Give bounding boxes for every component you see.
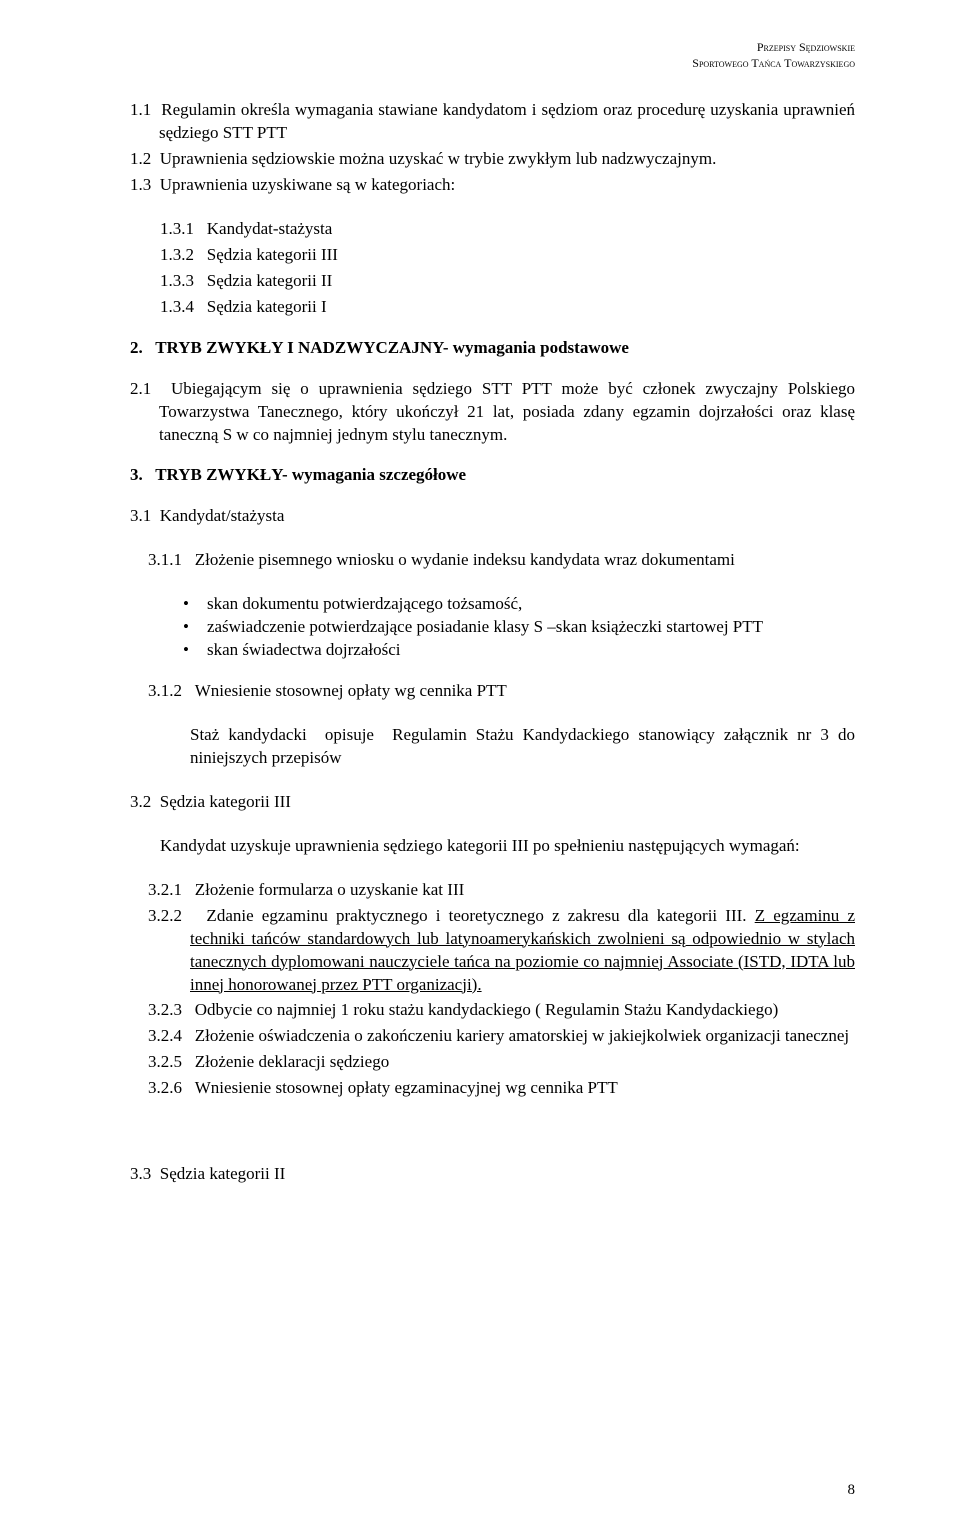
section-2-title: TRYB ZWYKŁY I NADZWYCZAJNY- wymagania po… <box>155 338 629 357</box>
p-3-2-2-pre: 3.2.2 Zdanie egzaminu praktycznego i teo… <box>148 906 755 925</box>
header-line-1: Przepisy Sędziowskie <box>130 40 855 56</box>
paragraph-3-2: 3.2 Sędzia kategorii III <box>130 791 855 814</box>
section-heading-2: 2. TRYB ZWYKŁY I NADZWYCZAJNY- wymagania… <box>130 337 855 360</box>
bullet-item-2: zaświadczenie potwierdzające posiadanie … <box>210 616 855 639</box>
paragraph-3-2-6: 3.2.6 Wniesienie stosownej opłaty egzami… <box>130 1077 855 1100</box>
paragraph-3-2-2: 3.2.2 Zdanie egzaminu praktycznego i teo… <box>130 905 855 997</box>
paragraph-3-2-4: 3.2.4 Złożenie oświadczenia o zakończeni… <box>130 1025 855 1048</box>
paragraph-1-3: 1.3 Uprawnienia uzyskiwane są w kategori… <box>130 174 855 197</box>
paragraph-3-1-desc: Staż kandydacki opisuje Regulamin Stażu … <box>130 724 855 770</box>
paragraph-1-1: 1.1 Regulamin określa wymagania stawiane… <box>130 99 855 145</box>
paragraph-1-3-2: 1.3.2 Sędzia kategorii III <box>130 244 855 267</box>
bullet-item-3: skan świadectwa dojrzałości <box>210 639 855 662</box>
paragraph-2-1: 2.1 Ubiegającym się o uprawnienia sędzie… <box>130 378 855 447</box>
paragraph-3-2-3: 3.2.3 Odbycie co najmniej 1 roku stażu k… <box>130 999 855 1022</box>
paragraph-3-2-5: 3.2.5 Złożenie deklaracji sędziego <box>130 1051 855 1074</box>
header-line-2: Sportowego Tańca Towarzyskiego <box>130 56 855 72</box>
page-number: 8 <box>848 1480 856 1500</box>
section-heading-3: 3. TRYB ZWYKŁY- wymagania szczegółowe <box>130 464 855 487</box>
paragraph-1-2: 1.2 Uprawnienia sędziowskie można uzyska… <box>130 148 855 171</box>
section-2-number: 2. <box>130 338 143 357</box>
paragraph-3-1: 3.1 Kandydat/stażysta <box>130 505 855 528</box>
page-header: Przepisy Sędziowskie Sportowego Tańca To… <box>130 40 855 71</box>
paragraph-1-3-4: 1.3.4 Sędzia kategorii I <box>130 296 855 319</box>
paragraph-3-2-1: 3.2.1 Złożenie formularza o uzyskanie ka… <box>130 879 855 902</box>
bullet-list-documents: skan dokumentu potwierdzającego tożsamoś… <box>130 593 855 662</box>
paragraph-3-1-1: 3.1.1 Złożenie pisemnego wniosku o wydan… <box>130 549 855 572</box>
paragraph-3-3: 3.3 Sędzia kategorii II <box>130 1163 855 1186</box>
section-3-title: TRYB ZWYKŁY- wymagania szczegółowe <box>155 465 466 484</box>
paragraph-3-1-2: 3.1.2 Wniesienie stosownej opłaty wg cen… <box>130 680 855 703</box>
paragraph-1-3-3: 1.3.3 Sędzia kategorii II <box>130 270 855 293</box>
bullet-item-1: skan dokumentu potwierdzającego tożsamoś… <box>210 593 855 616</box>
section-3-number: 3. <box>130 465 143 484</box>
paragraph-1-3-1: 1.3.1 Kandydat-stażysta <box>130 218 855 241</box>
paragraph-3-2-intro: Kandydat uzyskuje uprawnienia sędziego k… <box>130 835 855 858</box>
